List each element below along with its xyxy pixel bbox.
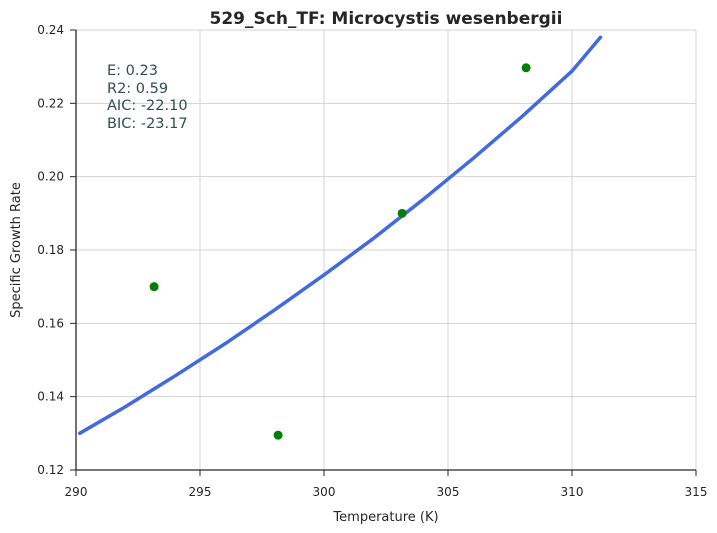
data-point [149,282,159,292]
data-point [273,430,283,440]
x-tick-label: 315 [685,485,708,499]
annotation-r2: R2: 0.59 [107,81,168,97]
fit-curve [77,35,603,436]
data-point [521,63,531,73]
x-ticks: 290 295 300 305 310 315 [65,470,708,499]
y-tick-label: 0.14 [37,390,64,404]
y-ticks: 0.12 0.14 0.16 0.18 0.20 0.22 0.24 [37,23,76,477]
x-axis-label: Temperature (K) [332,510,438,525]
x-tick-label: 290 [65,485,88,499]
annotation-aic: AIC: -22.10 [107,98,188,114]
x-tick-label: 300 [313,485,336,499]
y-axis-label: Specific Growth Rate [9,182,24,318]
x-tick-label: 305 [437,485,460,499]
annotation-bic: BIC: -23.17 [107,116,188,132]
y-tick-label: 0.24 [37,23,64,37]
y-tick-label: 0.16 [37,316,64,330]
y-tick-label: 0.22 [37,96,64,110]
data-point [397,208,407,218]
x-tick-label: 310 [561,485,584,499]
series-layer [77,35,603,440]
chart-title: 529_Sch_TF: Microcystis wesenbergii [210,9,563,29]
y-tick-label: 0.12 [37,463,64,477]
annotation-e: E: 0.23 [107,63,158,79]
y-tick-label: 0.20 [37,170,64,184]
y-tick-label: 0.18 [37,243,64,257]
x-tick-label: 295 [189,485,212,499]
annotation-box: E: 0.23 R2: 0.59 AIC: -22.10 BIC: -23.17 [107,63,188,132]
grid [76,29,697,470]
